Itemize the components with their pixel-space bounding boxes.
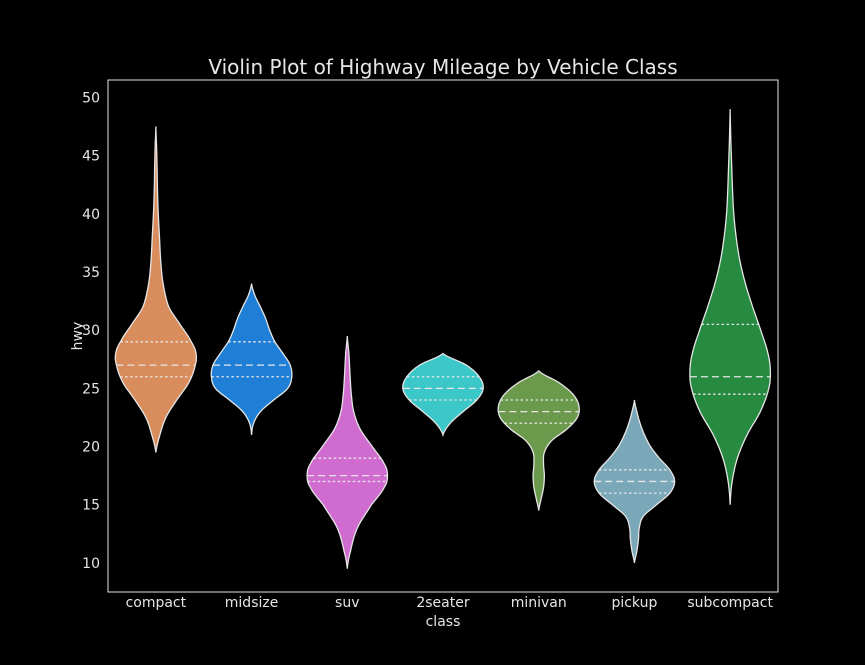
violin-2seater: [402, 352, 484, 437]
y-tick-label: 10: [82, 556, 100, 572]
x-tick-label: minivan: [511, 595, 567, 611]
x-tick-label: midsize: [225, 595, 279, 611]
y-tick-label: 15: [82, 498, 100, 514]
violin-suv: [306, 335, 389, 569]
y-axis-label: hwy: [70, 322, 86, 351]
violin-pickup: [593, 399, 676, 563]
plot-frame: [107, 79, 779, 593]
y-tick-label: 35: [82, 265, 100, 281]
x-tick-label: pickup: [611, 595, 657, 611]
y-axis-ticks: 10 15 20 25 30 35 40 45 50: [82, 90, 100, 571]
x-axis-label: class: [426, 614, 461, 630]
x-tick-label: suv: [335, 595, 359, 611]
x-tick-label: compact: [126, 595, 187, 611]
y-tick-label: 30: [82, 323, 100, 339]
x-tick-label: subcompact: [687, 595, 773, 611]
violin-compact: [114, 126, 198, 453]
violin-subcompact: [689, 109, 772, 505]
x-axis-ticks: compact midsize suv 2seater minivan pickup sub…: [126, 595, 774, 611]
chart-title: Violin Plot of Highway Mileage by Vehicl…: [208, 55, 677, 79]
y-tick-label: 40: [82, 207, 100, 223]
y-tick-label: 45: [82, 149, 100, 165]
y-tick-label: 50: [82, 90, 100, 106]
violins-group: [114, 109, 772, 569]
x-tick-label: 2seater: [416, 595, 469, 611]
violin-midsize: [210, 283, 293, 435]
violin-minivan: [497, 370, 580, 511]
y-tick-label: 25: [82, 381, 100, 397]
y-tick-label: 20: [82, 440, 100, 456]
